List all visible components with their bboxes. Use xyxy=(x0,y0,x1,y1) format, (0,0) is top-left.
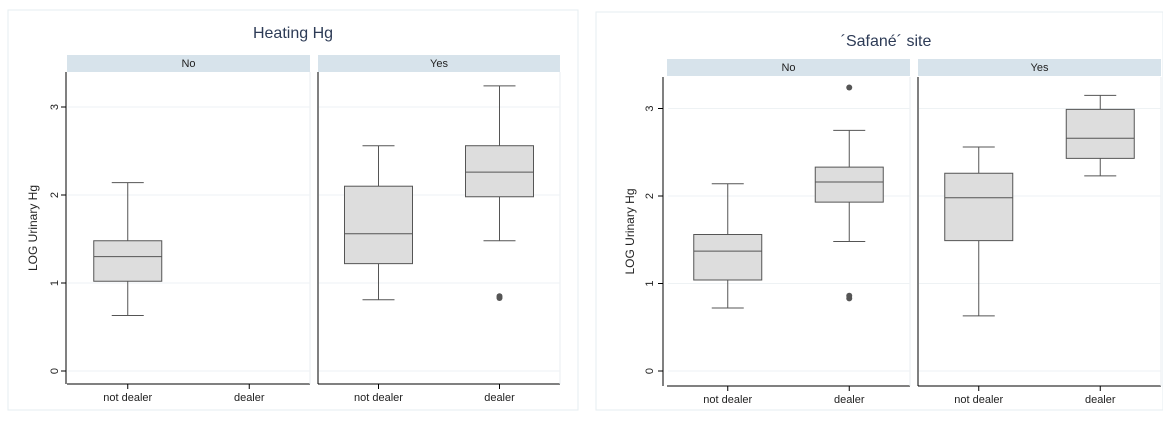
panel-strip-0 xyxy=(67,55,310,72)
outlier-point xyxy=(496,293,503,300)
chart-frame xyxy=(595,11,1163,411)
box xyxy=(93,240,163,282)
x-tick-label: not dealer xyxy=(703,394,752,406)
x-tick-label: not dealer xyxy=(103,392,152,404)
chart-heating-hg: Heating Hg LOG Urinary Hg 0 1 2 3 No not dealer… xyxy=(0,0,580,421)
box xyxy=(1065,108,1135,159)
x-tick-label: dealer xyxy=(1085,394,1116,406)
y-axis-label: LOG Urinary Hg xyxy=(623,188,637,274)
x-tick-label: dealer xyxy=(834,394,865,406)
panel-strip-label: No xyxy=(181,58,195,70)
y-tick-label: 3 xyxy=(644,105,656,111)
y-tick-label: 1 xyxy=(49,280,61,286)
y-tick-label: 0 xyxy=(644,368,656,374)
panel-strip-label: Yes xyxy=(1031,62,1049,74)
x-tick-label: dealer xyxy=(234,392,265,404)
chart-title: ´Safané´ site xyxy=(841,33,932,50)
outlier-point xyxy=(846,84,853,91)
x-tick-label: dealer xyxy=(484,392,515,404)
y-tick-label: 1 xyxy=(644,280,656,286)
box xyxy=(465,145,534,198)
panel-strip-label: Yes xyxy=(430,58,448,70)
x-tick-label: not dealer xyxy=(354,392,403,404)
chart-heating-hg-svg: Heating Hg LOG Urinary Hg 0 1 2 3 No not dealer… xyxy=(7,9,579,411)
x-tick-label: not dealer xyxy=(954,394,1003,406)
chart-frame xyxy=(7,9,579,411)
panel-strip-1 xyxy=(918,59,1161,76)
box xyxy=(814,166,884,203)
panel-strip-label: No xyxy=(781,62,795,74)
box xyxy=(944,172,1014,242)
panel-strip-1 xyxy=(318,55,560,72)
panel-strip-0 xyxy=(667,59,910,76)
box xyxy=(693,234,763,281)
y-tick-label: 0 xyxy=(49,368,61,374)
y-tick-label: 2 xyxy=(644,193,656,199)
y-tick-label: 2 xyxy=(49,192,61,198)
chart-safane-site-svg: ´Safané´ site LOG Urinary Hg 0 1 2 3 No not dea… xyxy=(595,11,1163,411)
outlier-point xyxy=(846,292,853,299)
chart-safane-site: ´Safané´ site LOG Urinary Hg 0 1 2 3 No not dea… xyxy=(588,0,1163,421)
y-tick-label: 3 xyxy=(49,104,61,110)
y-axis-label: LOG Urinary Hg xyxy=(26,185,40,271)
chart-title: Heating Hg xyxy=(253,25,333,42)
box xyxy=(344,185,413,265)
